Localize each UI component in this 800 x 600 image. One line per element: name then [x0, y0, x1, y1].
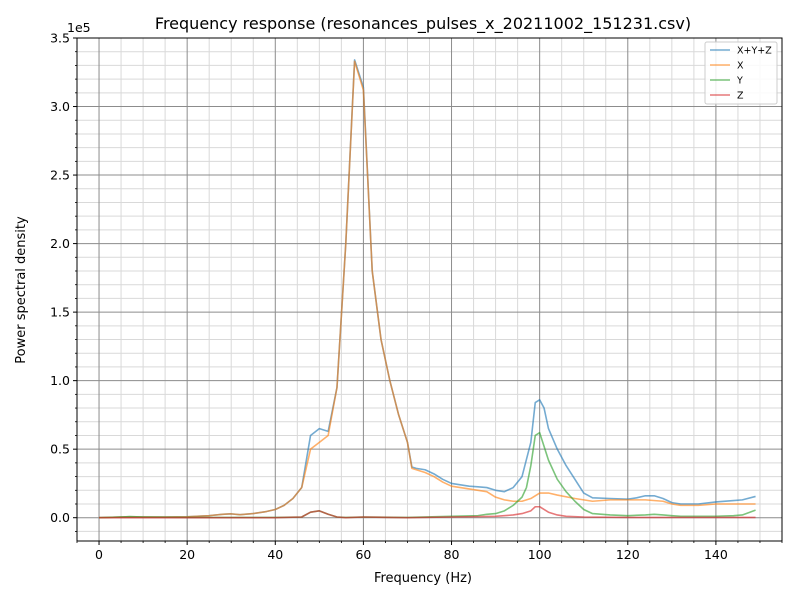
legend-label: X: [737, 61, 744, 72]
x-tick-label: 0: [95, 547, 103, 562]
y-tick-label: 0.0: [50, 510, 70, 525]
legend-label: Z: [737, 91, 744, 102]
chart-title: Frequency response (resonances_pulses_x_…: [155, 14, 691, 34]
x-axis-label: Frequency (Hz): [374, 571, 472, 586]
series-line-x: [99, 60, 756, 519]
x-tick-label: 120: [616, 547, 640, 562]
y-tick-label: 3.0: [50, 99, 70, 114]
grid: [76, 37, 783, 541]
legend-box: [704, 41, 778, 105]
x-tick-label: 140: [704, 547, 728, 562]
y-tick-label: 1.0: [50, 373, 70, 388]
legend: X+Y+Z XYZ: [704, 41, 778, 105]
x-tick-label: 40: [267, 547, 283, 562]
x-tick-label: 60: [355, 547, 371, 562]
y-tick-label: 1.5: [50, 305, 70, 320]
series-line-z: [99, 505, 756, 519]
x-tick-label: 100: [528, 547, 552, 562]
y-axis-label: Power spectral density: [14, 216, 29, 364]
y-tick-label: 3.5: [50, 31, 70, 46]
y-tick-label: 2.5: [50, 168, 70, 183]
y-tick-label: 2.0: [50, 236, 70, 251]
legend-label: X+Y+Z: [737, 46, 772, 57]
x-tick-label: 20: [179, 547, 195, 562]
series-line-y: [99, 431, 756, 519]
axis-ticks: 0 20 40 60 80 100 120 140 0.0 0.5 1.0 1.5 2.0 2.5 3.0 3…: [50, 31, 783, 562]
y-tick-label: 0.5: [50, 442, 70, 457]
legend-label: Y: [736, 76, 743, 87]
y-axis-multiplier: 1e5: [67, 20, 91, 35]
x-tick-label: 80: [444, 547, 460, 562]
series-layer: [99, 59, 756, 519]
